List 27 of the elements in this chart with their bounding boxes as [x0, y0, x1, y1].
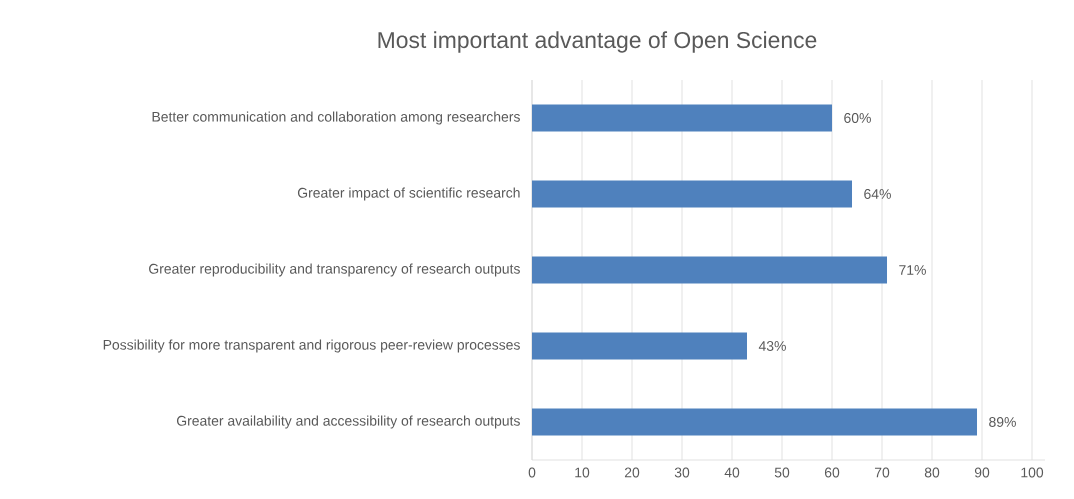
x-tick-label: 50: [774, 467, 790, 478]
y-tick-label: Greater reproducibility and transparency of research outputs: [149, 263, 520, 277]
bar: [532, 104, 833, 132]
x-tick-label: 60: [824, 467, 840, 478]
bar: [532, 256, 888, 284]
x-tick-label: 70: [874, 467, 890, 478]
x-tick-label: 90: [974, 467, 990, 478]
bar: [532, 332, 747, 360]
x-tick-label: 80: [924, 467, 940, 478]
y-tick-label: Better communication and collaboration among researchers: [152, 111, 520, 125]
chart-title: Most important advantage of Open Science: [378, 31, 817, 53]
data-label: 64%: [864, 189, 891, 199]
x-tick-label: 30: [674, 467, 690, 478]
x-tick-label: 0: [528, 467, 536, 478]
bar: [532, 180, 853, 208]
y-tick-label: Greater availability and accessibility of research outputs: [176, 415, 520, 429]
data-label: 89%: [989, 417, 1016, 427]
data-label: 71%: [899, 265, 926, 275]
data-label: 60%: [844, 113, 871, 123]
x-tick-label: 20: [624, 467, 640, 478]
x-tick-label: 100: [1021, 467, 1044, 478]
y-tick-label: Possibility for more transparent and rigorous peer-review processes: [103, 339, 520, 353]
x-tick-label: 40: [724, 467, 740, 478]
y-tick-label: Greater impact of scientific research: [297, 187, 520, 201]
bar: [532, 408, 978, 436]
x-tick-label: 10: [575, 467, 590, 478]
data-label: 43%: [758, 341, 786, 351]
